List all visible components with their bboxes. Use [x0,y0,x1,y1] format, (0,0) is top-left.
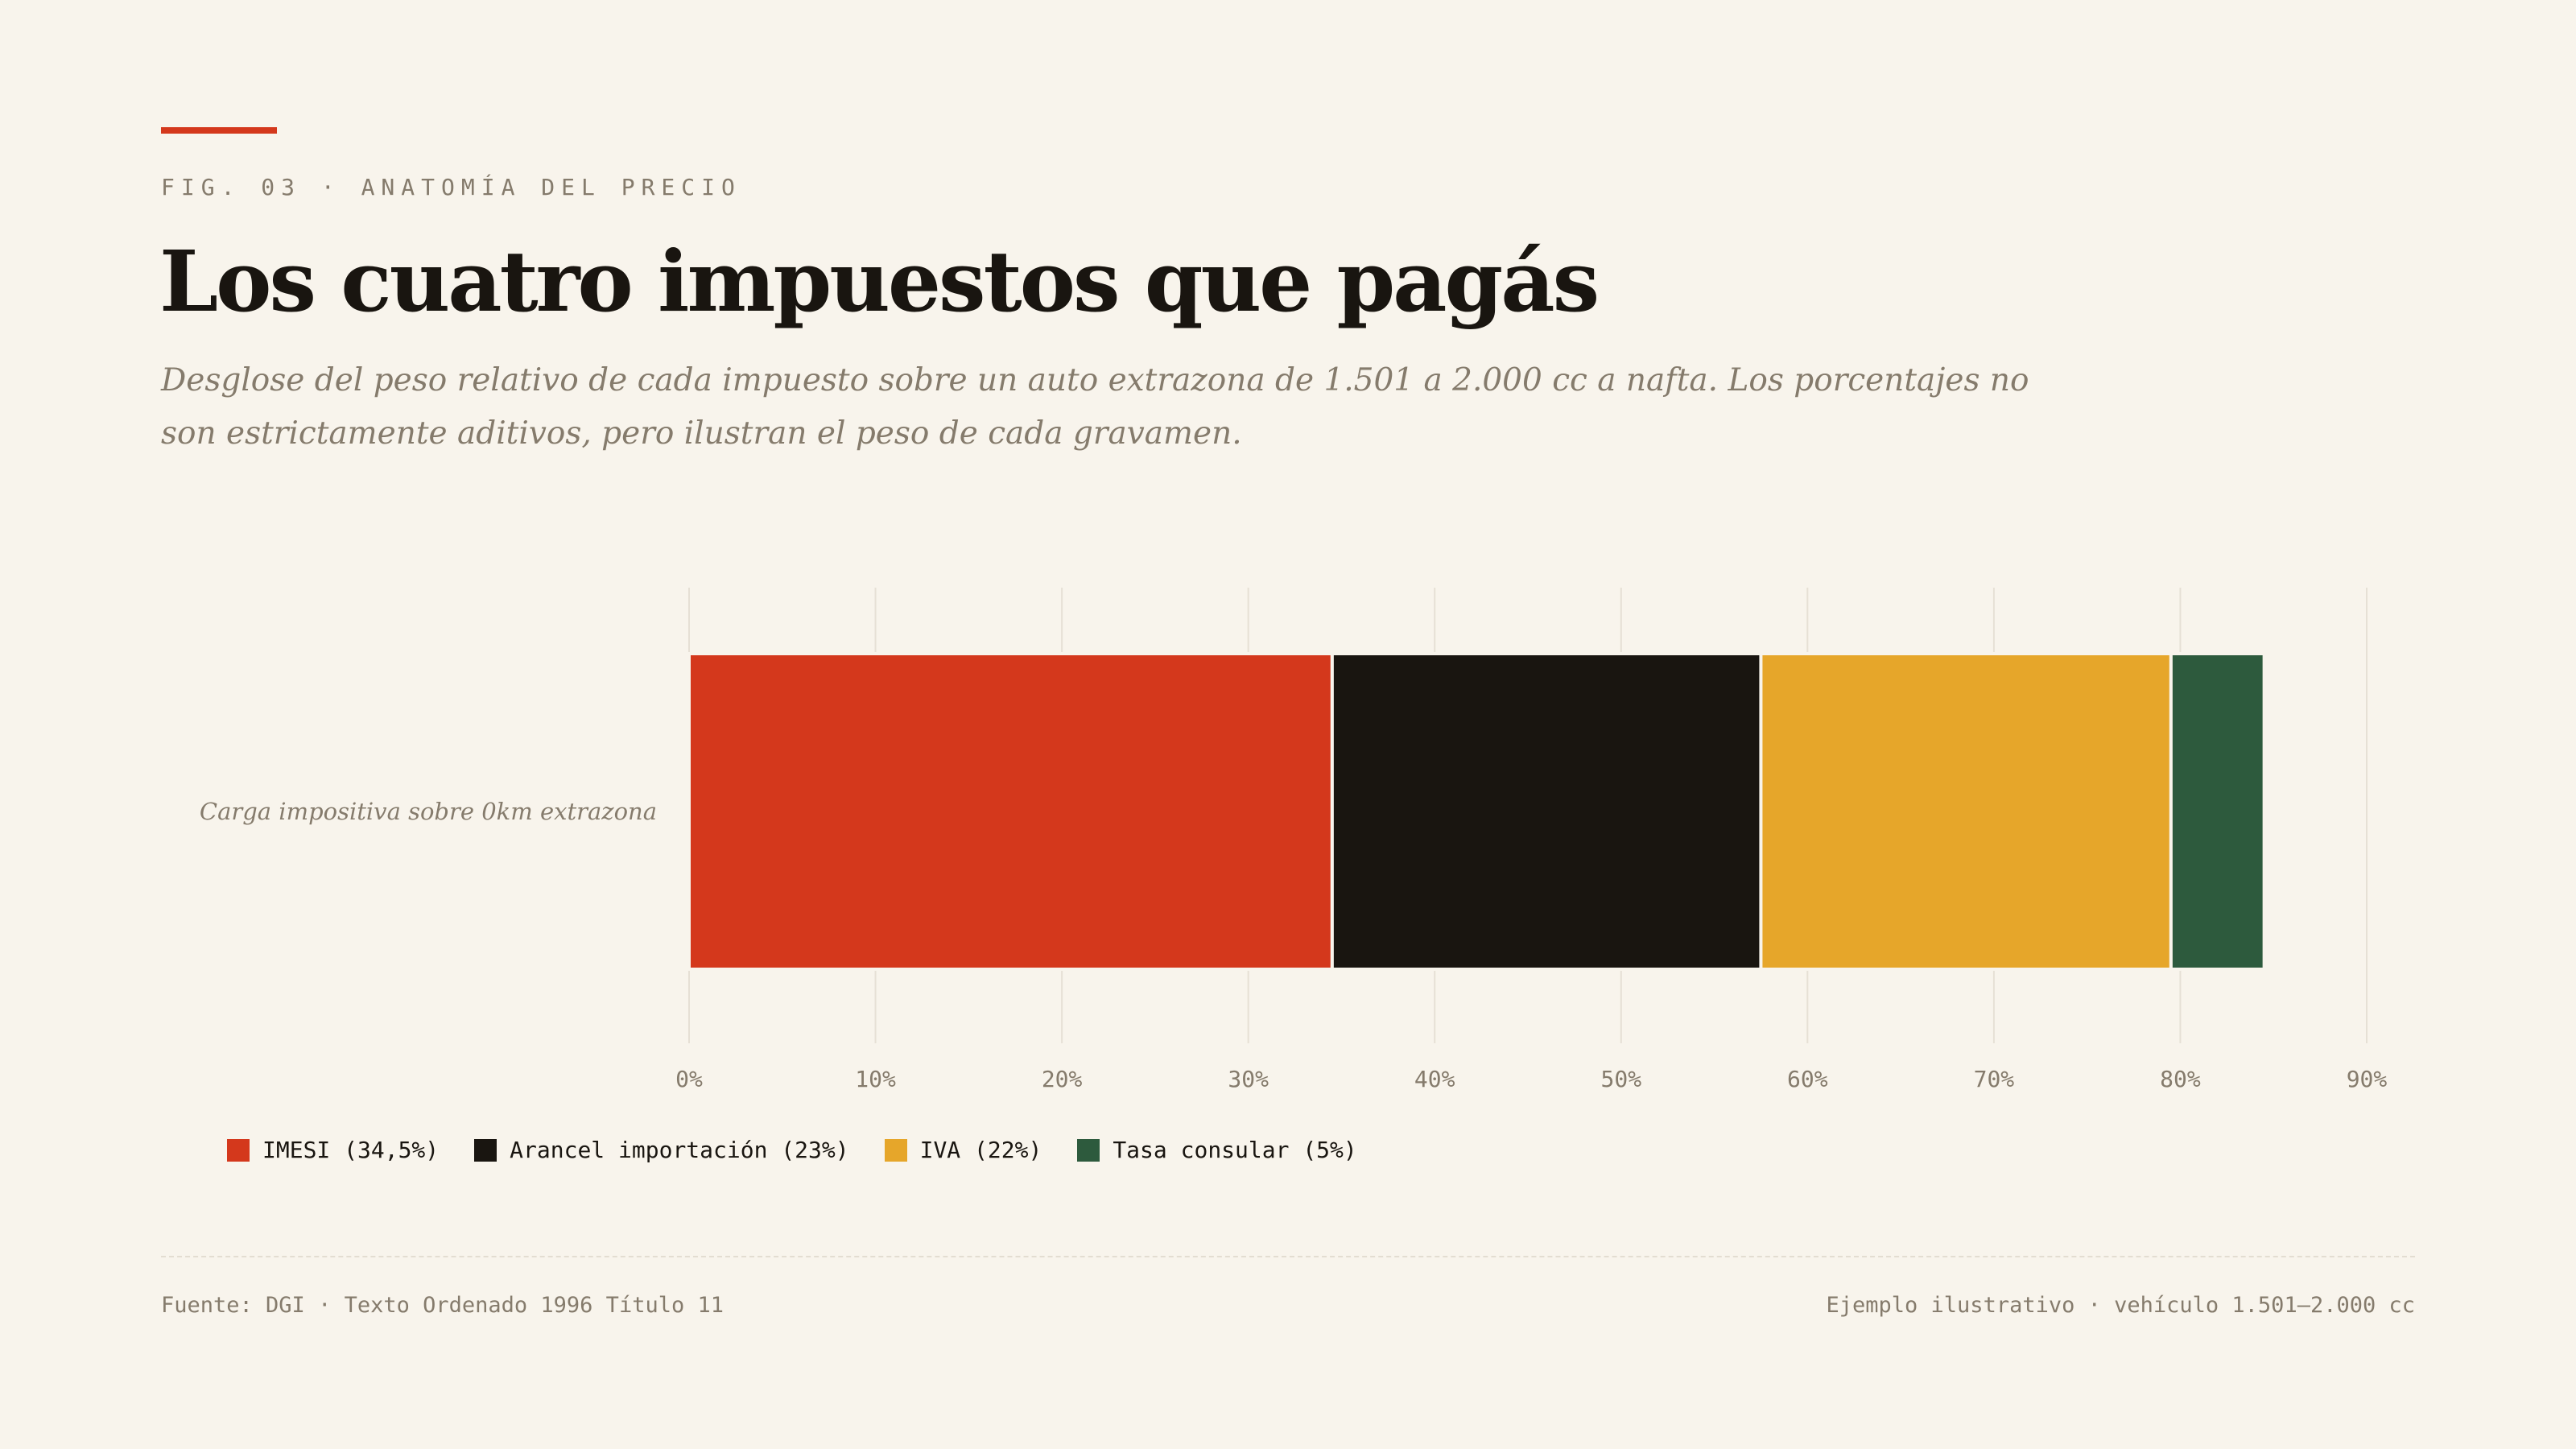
x-tick-label-70: 70% [1974,1066,2015,1092]
stacked-bar-chart: 0% 10% 20% 30% 40% 50% 60% 70% 80% 90% Carga impos… [200,588,2388,1092]
legend-swatch-imesi [227,1138,250,1162]
x-tick-label-50: 50% [1600,1066,1641,1092]
x-tick-label-30: 30% [1228,1066,1269,1092]
category-label: Carga impositiva sobre 0km extrazona [200,798,657,825]
legend-item-imesi: IMESI (34,5%) [227,1137,439,1163]
legend-label-tasa-consular: Tasa consular (5%) [1113,1137,1357,1163]
x-tick-label-0: 0% [675,1066,703,1092]
legend-item-arancel: Arancel importación (23%) [474,1137,849,1163]
legend-label-arancel: Arancel importación (23%) [510,1137,849,1163]
legend-item-iva: IVA (22%) [884,1137,1042,1163]
legend-item-tasa-consular: Tasa consular (5%) [1077,1137,1357,1163]
source-note: Fuente: DGI · Texto Ordenado 1996 Título… [161,1293,724,1318]
legend-label-imesi: IMESI (34,5%) [262,1137,440,1163]
x-tick-label-10: 10% [855,1066,896,1092]
x-tick-label-90: 90% [2347,1066,2388,1092]
bar-segment-iva [1759,652,2173,971]
legend-swatch-iva [884,1138,907,1162]
illustrative-note: Ejemplo ilustrativo · vehículo 1.501–2.0… [1826,1293,2416,1318]
figure-kicker: FIG. 03 · ANATOMÍA DEL PRECIO [161,174,741,200]
x-tick-label-80: 80% [2160,1066,2201,1092]
chart-title: Los cuatro impuestos que pagás [159,232,1600,331]
footer-divider [161,1256,2415,1257]
legend-label-iva: IVA (22%) [919,1137,1042,1163]
accent-rule [161,127,277,134]
x-tick-label-60: 60% [1787,1066,1828,1092]
legend-swatch-tasa-consular [1077,1138,1100,1162]
x-tick-label-40: 40% [1414,1066,1455,1092]
chart-legend: IMESI (34,5%) Arancel importación (23%) … [227,1137,1393,1163]
legend-swatch-arancel [474,1138,497,1162]
bar-segment-tasa-consular [2169,652,2266,971]
chart-subtitle: Desglose del peso relativo de cada impue… [161,362,2029,452]
bar-segment-arancel-importación [1330,652,1763,971]
x-tick-label-20: 20% [1042,1066,1083,1092]
bar-segment-imesi [687,652,1334,971]
